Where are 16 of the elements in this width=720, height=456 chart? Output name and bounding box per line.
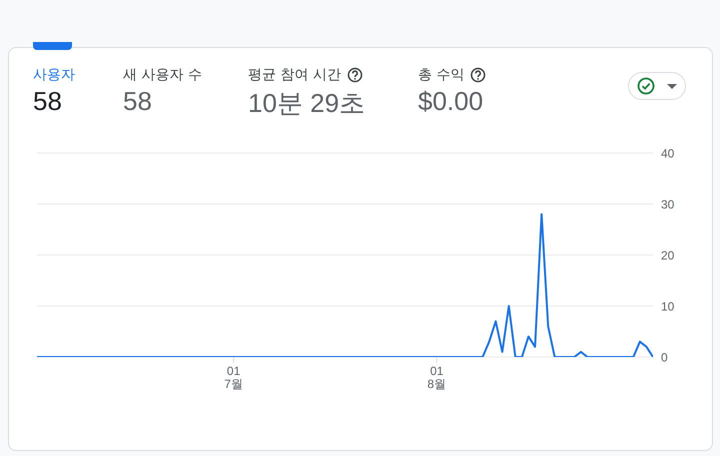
y-tick-label: 30 <box>661 197 675 212</box>
y-tick-label: 0 <box>661 350 668 364</box>
text: 새 사용자 수 <box>123 66 202 84</box>
y-tick-label: 20 <box>661 248 675 262</box>
x-tick-label: 01 8월 <box>427 364 446 391</box>
text: 10분 29초 <box>248 87 366 120</box>
text: 총 수익 <box>418 66 464 84</box>
text: 58 <box>123 86 153 117</box>
text: 사용자 <box>33 66 75 84</box>
y-tick-label: 40 <box>661 146 675 160</box>
x-tick-label: 01 7월 <box>224 364 243 391</box>
text: 평균 참여 시간 <box>248 66 341 84</box>
line-series <box>37 213 653 357</box>
text: 58 <box>33 86 63 117</box>
y-tick-label: 10 <box>661 299 675 314</box>
text: $0.00 <box>418 86 484 117</box>
